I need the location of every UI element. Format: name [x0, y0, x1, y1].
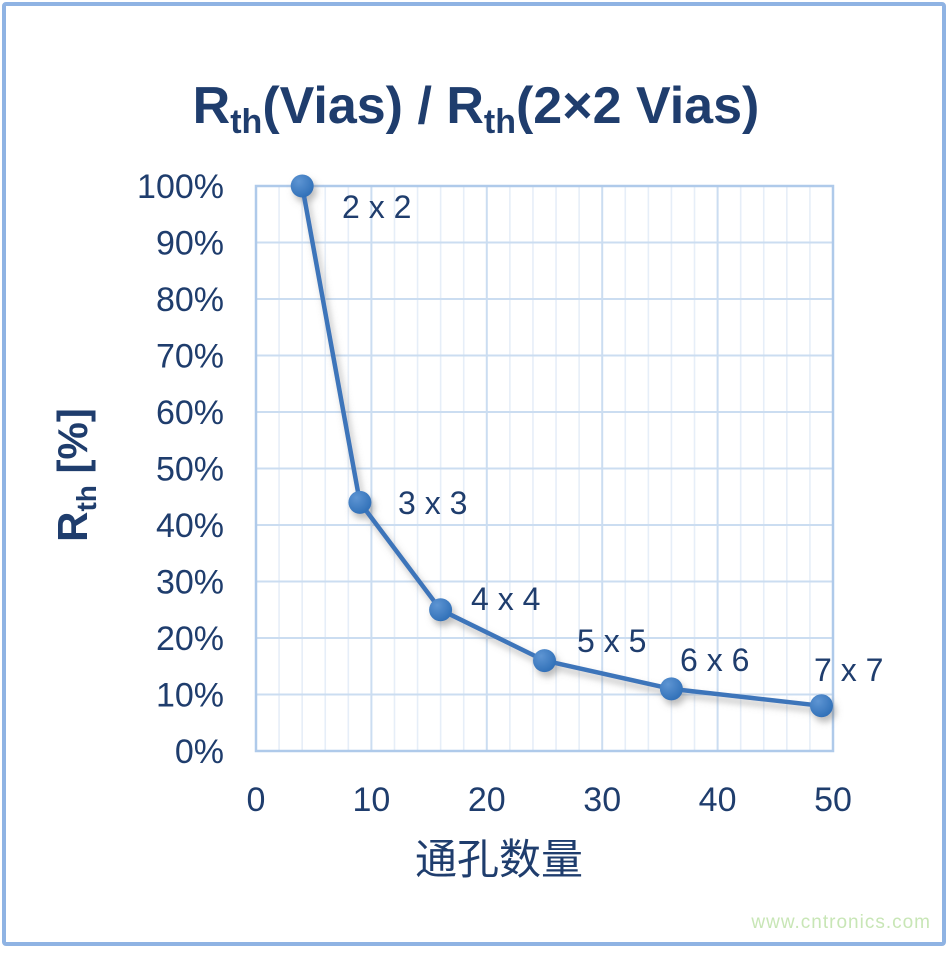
series-group [290, 174, 833, 718]
text-run: (Vias) / R [262, 77, 484, 135]
x-tick-label: 40 [699, 781, 737, 819]
y-tick-label: 70% [156, 338, 224, 376]
y-tick-label: 100% [137, 168, 224, 206]
y-tick-label: 90% [156, 225, 224, 263]
point-label: 3 x 3 [398, 485, 467, 521]
y-tick-label: 10% [156, 677, 224, 715]
x-tick-label: 30 [583, 781, 621, 819]
data-point [659, 677, 683, 701]
point-label: 6 x 6 [680, 642, 749, 678]
text-run: (2×2 Vias) [515, 77, 760, 135]
chart-title: Rth(Vias) / Rth(2×2 Vias) [126, 76, 826, 142]
x-tick-label: 10 [352, 781, 390, 819]
plot-area: 2 x 2 3 x 3 4 x 4 5 x 5 6 x 6 7 x 7 0% 10% 20% 30… [137, 168, 883, 819]
subscript: th [230, 103, 263, 141]
y-tick-label: 20% [156, 620, 224, 658]
y-tick-label: 50% [156, 451, 224, 489]
x-tick-label: 50 [814, 781, 852, 819]
x-tick-label: 20 [468, 781, 506, 819]
text-run: R [192, 77, 231, 135]
data-point [429, 598, 453, 622]
y-tick-label: 40% [156, 507, 224, 545]
subscript: th [483, 103, 516, 141]
point-label: 5 x 5 [577, 623, 646, 659]
point-label: 2 x 2 [342, 189, 411, 225]
y-tick-label: 60% [156, 394, 224, 432]
data-point [290, 174, 314, 198]
watermark: www.cntronics.com [751, 912, 931, 933]
point-label: 4 x 4 [471, 581, 540, 617]
data-point [810, 694, 833, 718]
data-point [533, 649, 556, 673]
y-tick-label: 80% [156, 281, 224, 319]
x-axis-title: 通孔数量 [414, 836, 583, 883]
series-line [299, 183, 824, 709]
y-tick-label: 0% [175, 733, 224, 771]
point-label: 7 x 7 [814, 652, 883, 688]
plot-border [254, 184, 835, 753]
x-tick-label: 0 [247, 781, 266, 819]
data-point [348, 490, 372, 514]
y-tick-label: 30% [156, 564, 224, 602]
